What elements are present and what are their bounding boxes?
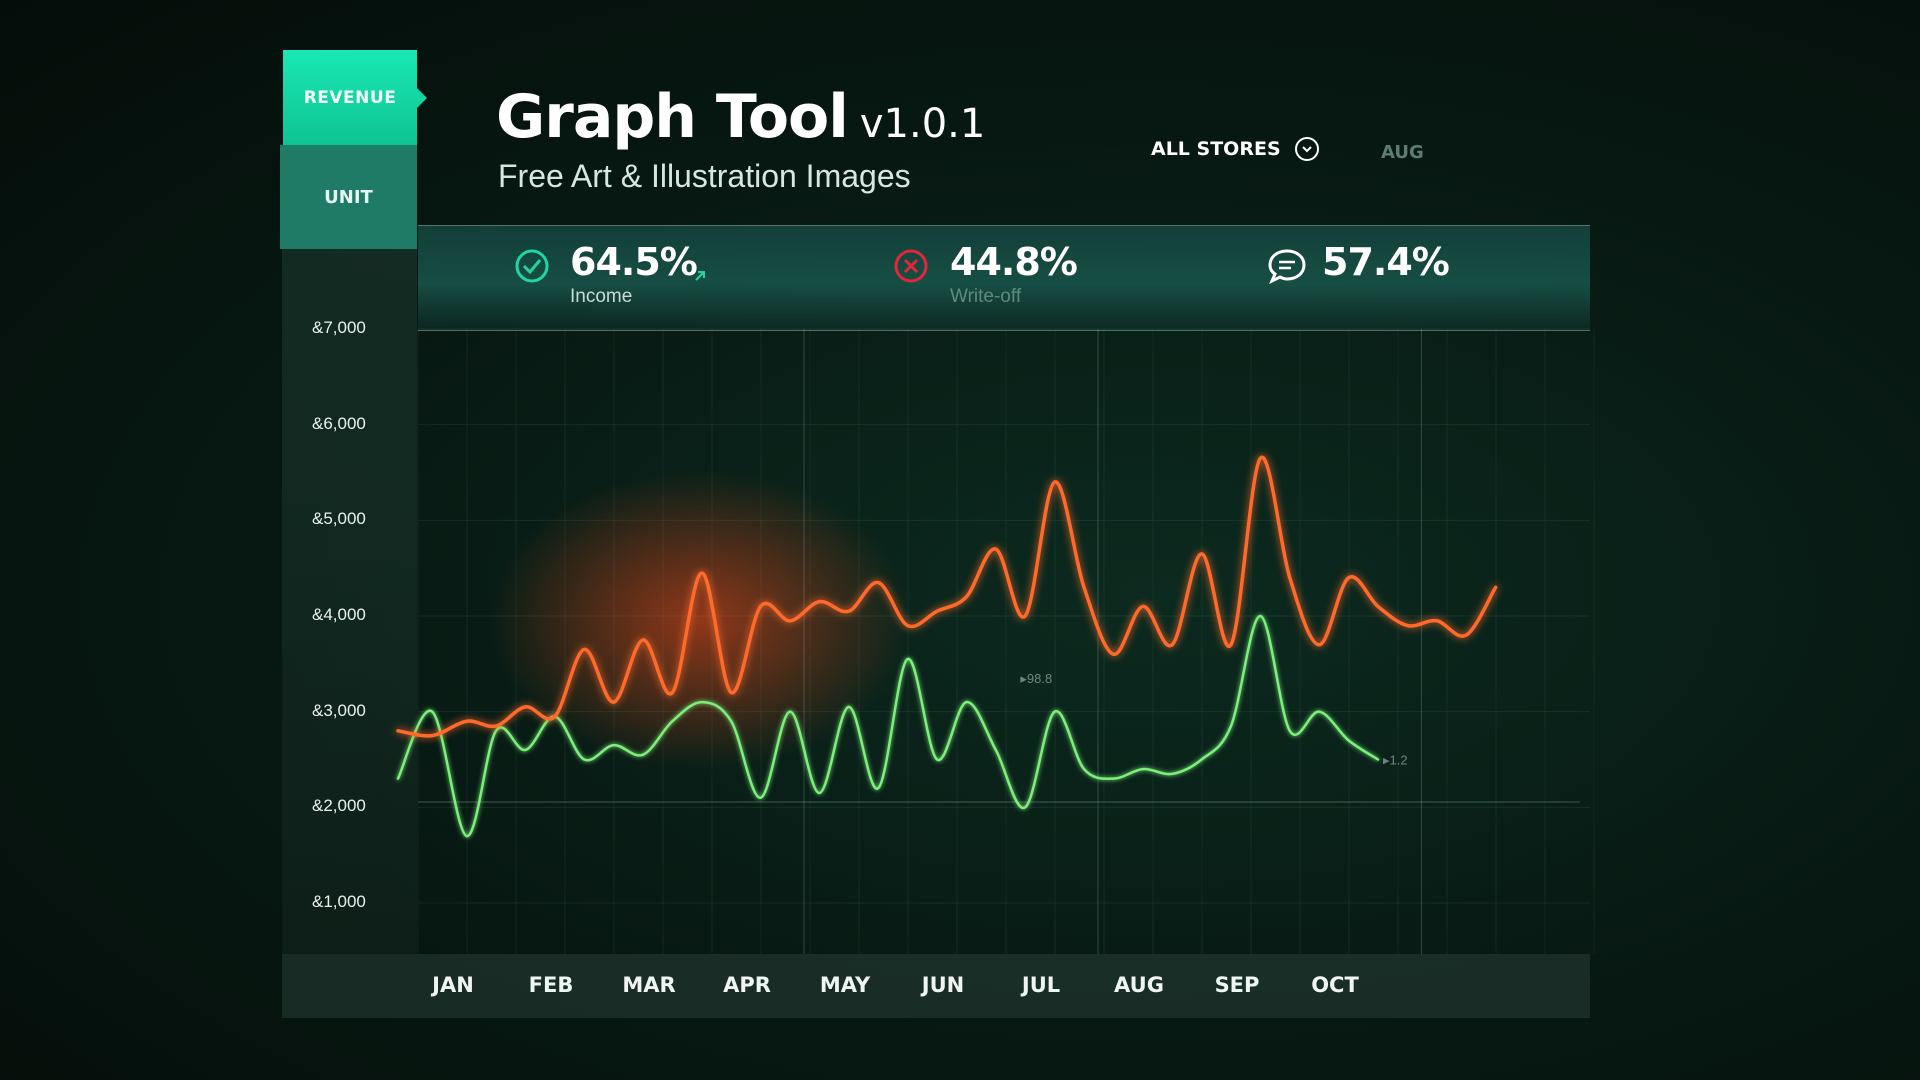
- y-tick-label: &4,000: [312, 605, 366, 624]
- y-tick-label: &2,000: [312, 796, 366, 816]
- stat-writeoff-label: Write-off: [950, 286, 1022, 307]
- x-tick-label: SEP: [1214, 973, 1260, 997]
- x-tick-label: FEB: [528, 973, 574, 997]
- chart-annotations: ▸98.8 ▸1.2: [1020, 671, 1407, 767]
- y-tick-label: &5,000: [312, 509, 366, 529]
- x-tick-label: JUN: [921, 973, 965, 997]
- y-tick-label: &7,000: [312, 318, 366, 337]
- stat-income-label: Income: [570, 286, 633, 307]
- title-text: Graph Tool: [496, 82, 849, 152]
- tab-unit[interactable]: UNIT: [280, 145, 417, 249]
- x-tick-label: MAR: [622, 973, 676, 997]
- stat-third: 57.4%: [1322, 240, 1450, 286]
- month-dropdown[interactable]: AUG: [1381, 142, 1424, 163]
- x-tick-label: OCT: [1311, 973, 1359, 997]
- page-title: Graph Tool v1.0.1: [496, 82, 985, 152]
- version-text: v1.0.1: [859, 101, 986, 147]
- y-axis-panel: [282, 249, 417, 954]
- x-tick-label: APR: [723, 973, 771, 997]
- chart-annotation: ▸1.2: [1383, 752, 1408, 767]
- store-dropdown-label: ALL STORES: [1151, 138, 1281, 160]
- stat-writeoff-value: 44.8%: [950, 240, 1078, 284]
- x-axis-bar: [282, 954, 1590, 1018]
- chart-series: [396, 455, 1498, 838]
- x-tick-label: MAY: [819, 973, 871, 997]
- chevron-down-icon: [1294, 137, 1319, 161]
- y-tick-label: &6,000: [312, 413, 366, 433]
- stat-income-value: 64.5%: [570, 240, 698, 284]
- stat-third-value: 57.4%: [1322, 240, 1450, 284]
- arrow-up-right-icon: [695, 271, 705, 281]
- x-tick-label: AUG: [1114, 973, 1164, 997]
- series-income-line: [396, 455, 1498, 738]
- x-tick-label: JAN: [432, 973, 474, 997]
- x-circle-icon: [894, 249, 928, 283]
- chart-annotation: ▸98.8: [1020, 671, 1052, 686]
- chart-grid: [417, 328, 1595, 954]
- series-writeoff-line: [396, 614, 1380, 838]
- stats-band: [418, 225, 1590, 331]
- stat-writeoff: 44.8% Write-off: [950, 240, 1078, 308]
- store-dropdown[interactable]: ALL STORES: [1151, 137, 1319, 161]
- chat-bubble-icon: [1268, 249, 1306, 285]
- page-subtitle: Free Art & Illustration Images: [498, 158, 911, 194]
- tab-revenue-label: REVENUE: [303, 87, 397, 108]
- y-tick-label: &3,000: [312, 700, 366, 720]
- highlight-glow: [490, 470, 910, 770]
- stat-income: 64.5% Income: [570, 240, 698, 308]
- check-circle-icon: [515, 249, 549, 283]
- tab-revenue[interactable]: REVENUE: [283, 50, 427, 145]
- tab-unit-label: UNIT: [324, 186, 373, 208]
- x-tick-label: JUL: [1021, 973, 1061, 997]
- y-tick-label: &1,000: [312, 892, 366, 911]
